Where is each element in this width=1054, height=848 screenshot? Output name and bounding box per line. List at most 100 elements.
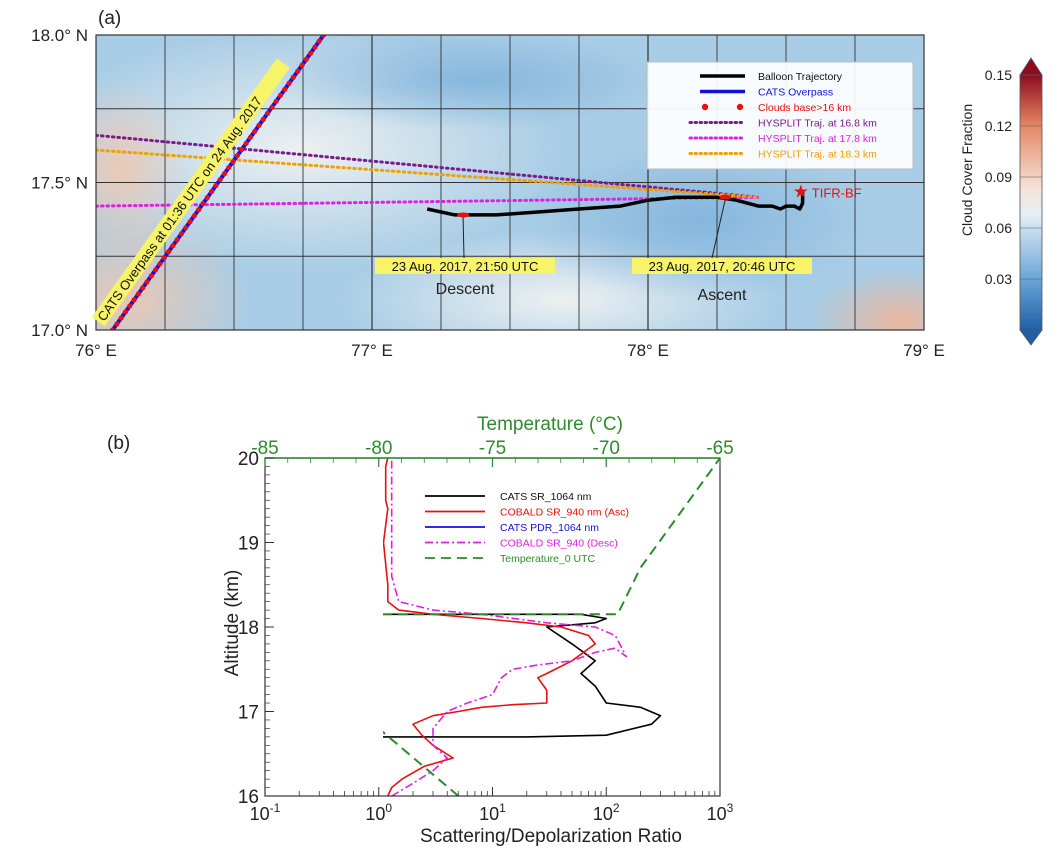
overpass-cloud-dot <box>127 303 133 309</box>
overpass-cloud-dot <box>196 207 202 213</box>
overpass-cloud-dot <box>230 158 236 165</box>
top-tick-label: -75 <box>479 438 506 459</box>
map-x-tick-label: 79° E <box>903 341 945 360</box>
colorbar: 0.03 0.06 0.09 0.12 0.15 Cloud Cover Fractio… <box>959 57 1043 346</box>
colorbar-tick-label: 0.03 <box>985 271 1012 287</box>
legend-label: CATS SR_1064 nm <box>500 491 592 503</box>
x-axis-label: Scattering/Depolarization Ratio <box>420 826 682 847</box>
top-axis-label: Temperature (°C) <box>477 414 623 435</box>
x-tick-label: 103 <box>707 801 734 824</box>
overpass-cloud-dot <box>213 182 219 189</box>
overpass-cloud-dot <box>157 261 163 267</box>
profile-series-line <box>383 457 720 796</box>
profile-lines <box>383 457 720 796</box>
overpass-cloud-dot <box>183 225 189 231</box>
overpass-cloud-dot <box>170 243 176 249</box>
callout-bg <box>632 258 812 274</box>
overpass-cloud-dot <box>303 56 309 62</box>
map-ticks: 76° E 77° E 78° E 79° E 17.0° N 17.5° N 18.0° … <box>31 26 945 360</box>
overpass-cloud-dot <box>187 219 193 225</box>
map-y-tick-label: 18.0° N <box>31 26 88 45</box>
colorbar-min-arrow <box>1019 329 1043 346</box>
x-tick-label: 100 <box>365 801 392 824</box>
legend-label: CATS PDR_1064 nm <box>500 522 599 534</box>
overpass-cloud-dot <box>221 170 228 177</box>
legend-label: COBALD SR_940 (Desc) <box>500 538 618 550</box>
profile-ticks: 10-1 100 101 102 103 16 17 18 19 20-85 -80 -75 -70 -6… <box>238 438 734 824</box>
legend-label: HYSPLIT Traj. at 17.8 km <box>758 133 877 145</box>
legend-label: COBALD SR_940 nm (Asc) <box>500 507 629 519</box>
colorbar-tick-label: 0.06 <box>985 220 1012 236</box>
hysplit-trajectory-line <box>96 133 760 199</box>
map-frame <box>95 34 925 331</box>
overpass-cloud-dot <box>320 35 327 38</box>
overpass-cloud-dot <box>290 74 296 80</box>
legend-label: HYSPLIT Traj. at 18.3 km <box>758 149 877 161</box>
callout-bg <box>375 258 555 274</box>
overpass-cloud-dot <box>316 38 322 44</box>
overpass-cloud-dot <box>217 176 223 183</box>
overpass-cloud-dot <box>312 44 318 50</box>
overpass-cloud-dot <box>277 92 284 98</box>
overpass-cloud-dot <box>200 201 206 207</box>
overpass-cloud-dot <box>234 152 241 159</box>
overpass-cloud-dot <box>131 297 137 303</box>
x-tick-label: 10-1 <box>250 801 281 824</box>
overpass-cloud-dot <box>252 128 258 135</box>
map-legend-box <box>646 61 914 170</box>
overpass-cloud-dot <box>135 291 141 297</box>
colorbar-label: Cloud Cover Fraction <box>959 104 975 236</box>
overpass-cloud-dot <box>243 140 249 147</box>
callout-line <box>462 216 465 259</box>
map-legend: Balloon Trajectory CATS Overpass Clouds ba… <box>646 61 914 170</box>
overpass-cloud-dot <box>325 27 330 32</box>
top-tick-label: -70 <box>593 438 620 459</box>
overpass-cloud-dot <box>204 195 210 201</box>
top-tick-label: -65 <box>706 438 733 459</box>
overpass-cloud-dot <box>153 267 159 273</box>
map-y-tick-label: 17.5° N <box>31 174 88 193</box>
colorbar-tick-label: 0.15 <box>985 67 1012 83</box>
legend-label: Clouds base>16 km <box>758 102 851 114</box>
overpass-cloud-dot <box>282 86 288 92</box>
overpass-cloud-dot <box>273 98 279 104</box>
top-tick-label: -85 <box>251 438 278 459</box>
top-tick-label: -80 <box>365 438 392 459</box>
profile-legend: CATS SR_1064 nm COBALD SR_940 nm (Asc) CAT… <box>425 491 629 565</box>
map-y-tick-label: 17.0° N <box>31 321 88 340</box>
phase-label: Descent <box>436 281 495 298</box>
overpass-cloud-dot <box>144 279 150 285</box>
overpass-cloud-dot <box>299 62 305 68</box>
y-tick-label: 16 <box>238 787 259 808</box>
overpass-cloud-dot <box>140 285 146 291</box>
overpass-cloud-dot <box>165 249 172 255</box>
overpass-cloud-dot <box>118 315 124 321</box>
map-x-tick-label: 78° E <box>627 341 669 360</box>
map-x-tick-label: 76° E <box>75 341 117 360</box>
profile-plot-background <box>265 458 720 796</box>
overpass-cloud-dot <box>122 309 129 315</box>
cloud-cover-blue-core <box>270 35 670 130</box>
overpass-cloud-dot <box>191 213 197 219</box>
overpass-cloud-dot <box>308 50 314 56</box>
overpass-cloud-dot <box>295 68 301 74</box>
profile-series-line <box>390 458 628 796</box>
overpass-cloud-dot <box>256 122 262 128</box>
overpass-label-bg <box>91 58 290 327</box>
overpass-cloud-dot <box>161 255 167 261</box>
overpass-cloud-dot <box>148 273 154 279</box>
overpass-cloud-dot <box>226 164 232 171</box>
overpass-cloud-dot <box>174 237 180 243</box>
legend-label: Balloon Trajectory <box>758 71 843 83</box>
legend-swatch <box>736 103 744 111</box>
site-star-icon: ★ <box>793 181 809 201</box>
balloon-trajectory-line <box>426 191 805 217</box>
colorbar-tick-label: 0.09 <box>985 169 1012 185</box>
legend-label: Temperature_0 UTC <box>500 553 596 565</box>
colorbar-max-arrow <box>1019 57 1043 76</box>
y-tick-label: 20 <box>238 449 259 470</box>
overpass-cloud-dot <box>239 146 245 153</box>
overpass-cloud-dot <box>269 104 275 110</box>
overpass-cloud-dot <box>247 134 253 141</box>
